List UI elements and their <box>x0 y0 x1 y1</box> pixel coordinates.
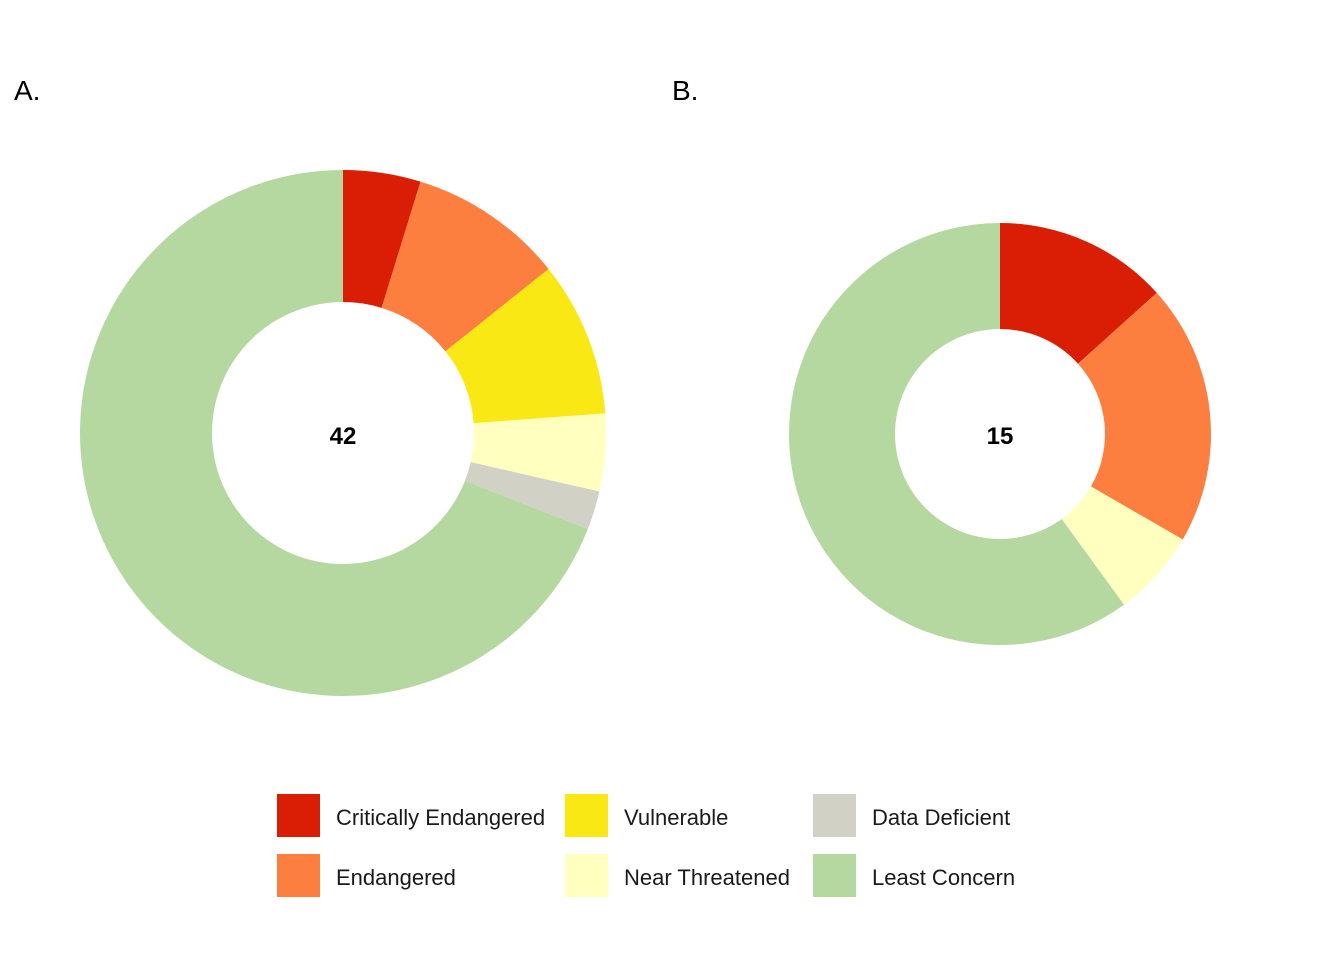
donut-center-total-b: 15 <box>987 423 1014 450</box>
donut-slice-b-near-threatened <box>1061 486 1183 605</box>
legend-label-critically-endangered: Critically Endangered <box>336 805 545 830</box>
panel-label-a: A. <box>14 75 40 106</box>
legend: Critically Endangered Endangered Vulnera… <box>277 794 1015 897</box>
legend-key-vulnerable <box>565 794 608 837</box>
legend-key-endangered <box>277 854 320 897</box>
legend-key-critically-endangered <box>277 794 320 837</box>
donut-slice-b-endangered <box>1078 292 1211 540</box>
donut-center-total-a: 42 <box>330 423 357 450</box>
donut-slice-a-near-threatened <box>470 413 606 492</box>
legend-label-data-deficient: Data Deficient <box>872 805 1010 830</box>
legend-key-near-threatened <box>565 854 608 897</box>
donut-panel-b: B. 15 <box>672 75 1211 645</box>
donut-slice-b-critically-endangered <box>1000 223 1157 364</box>
legend-label-vulnerable: Vulnerable <box>624 805 728 830</box>
donut-slice-a-critically-endangered <box>343 170 421 308</box>
panel-label-b: B. <box>672 75 698 106</box>
donut-slice-a-data-deficient <box>464 462 600 530</box>
legend-key-data-deficient <box>813 794 856 837</box>
donut-slices-a <box>80 170 606 696</box>
legend-label-endangered: Endangered <box>336 865 456 890</box>
donut-slice-a-endangered <box>381 181 549 352</box>
donut-slice-a-least-concern <box>80 170 588 696</box>
donut-slice-a-vulnerable <box>445 269 606 424</box>
legend-label-near-threatened: Near Threatened <box>624 865 790 890</box>
legend-key-least-concern <box>813 854 856 897</box>
legend-label-least-concern: Least Concern <box>872 865 1015 890</box>
donut-panel-a: A. 42 <box>14 75 606 696</box>
donut-slices-b <box>789 223 1211 645</box>
donut-slice-b-least-concern <box>789 223 1125 645</box>
